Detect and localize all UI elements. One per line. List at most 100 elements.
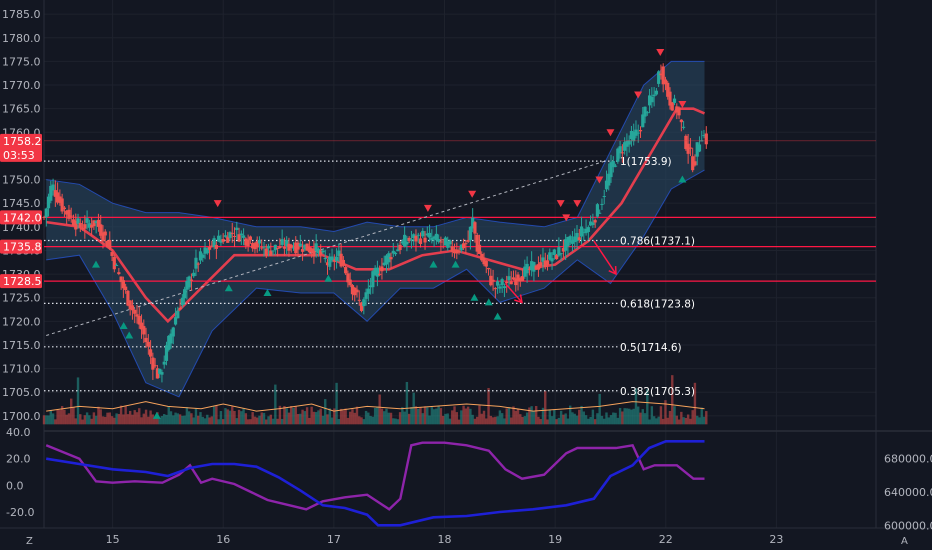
candle-body	[310, 248, 314, 253]
price-tick-label: 1700.0	[2, 410, 41, 423]
candlesticks	[42, 63, 708, 383]
time-tick-label: 17	[327, 533, 341, 546]
volume-bar	[285, 408, 288, 425]
candle-body	[668, 91, 672, 106]
candle-body	[60, 198, 64, 212]
volume-bar	[131, 414, 134, 425]
volume-bar	[448, 418, 452, 425]
volume-bar	[553, 409, 556, 425]
volume-bar	[330, 417, 334, 425]
candle-body	[482, 258, 486, 265]
volume-bar	[187, 411, 191, 425]
volume-bar	[623, 408, 626, 425]
volume-bar	[287, 412, 291, 425]
volume-bar	[328, 408, 331, 425]
candle-body	[255, 241, 259, 248]
volume-bar	[498, 410, 502, 425]
candle-body	[518, 278, 522, 282]
volume-bar	[226, 409, 229, 425]
volume-bar	[691, 410, 694, 425]
candle-body	[205, 248, 209, 254]
volume-bar	[546, 419, 549, 425]
candle-body	[241, 235, 246, 238]
volume-bar	[614, 412, 617, 425]
candle-body	[58, 196, 62, 203]
volume-bar	[183, 415, 186, 425]
auto-scale-icon[interactable]: A	[901, 536, 908, 547]
volume-bar	[641, 409, 644, 425]
volume-bar	[403, 411, 406, 425]
candle-body	[142, 326, 146, 335]
bollinger-fill	[46, 61, 705, 397]
volume-bar	[578, 409, 581, 425]
fib-label: 0.618(1723.8)	[620, 298, 695, 310]
candle-body	[137, 315, 141, 325]
volume-bar	[142, 413, 145, 425]
volume-bar	[249, 419, 252, 425]
volume-bar	[72, 407, 75, 425]
candle-body	[491, 279, 495, 282]
buy-signal-marker	[152, 411, 161, 419]
price-tag-box	[0, 133, 42, 162]
volume-bar	[451, 410, 454, 425]
candle-body	[498, 286, 502, 289]
volume-bar	[140, 417, 143, 425]
volume-bar	[333, 408, 336, 425]
volume-bar	[242, 408, 245, 425]
candle-body	[434, 233, 438, 241]
sell-signal-marker	[562, 214, 571, 222]
volume-bar	[101, 416, 105, 425]
candle-body	[486, 268, 491, 270]
volume-bar	[401, 407, 404, 425]
volume-bar	[516, 408, 520, 425]
candle-body	[149, 349, 153, 357]
volume-bar	[215, 405, 218, 425]
price-tag-label: 1728.5	[3, 275, 42, 288]
candle-body	[92, 220, 96, 227]
volume-bar	[312, 411, 316, 425]
candle-body	[226, 236, 230, 243]
candle-body	[414, 235, 418, 242]
volume-bar	[439, 408, 443, 425]
candle-body	[557, 247, 561, 256]
volume-bar	[646, 389, 649, 425]
price-tick-label: 1785.0	[2, 8, 41, 21]
volume-bar	[544, 391, 547, 425]
price-tag-label: 1758.2	[3, 135, 42, 148]
candle-body	[636, 132, 640, 134]
sell-signal-marker	[556, 200, 565, 208]
volume-bar	[217, 419, 220, 425]
sell-signal-marker	[656, 48, 665, 56]
buy-signal-marker	[92, 260, 100, 268]
volume-bar	[673, 406, 676, 425]
candle-body	[650, 96, 654, 103]
volume-bar	[165, 414, 168, 425]
candle-body	[552, 249, 556, 255]
signal-markers	[92, 48, 687, 419]
volume-bar	[260, 412, 263, 425]
candle-body	[670, 102, 674, 111]
volume-bar	[299, 413, 302, 425]
candle-body	[466, 239, 470, 242]
bollinger-lower	[46, 169, 705, 398]
price-tick-label: 1705.0	[2, 386, 41, 399]
candle-body	[496, 281, 500, 286]
volume-bar	[67, 413, 71, 425]
candle-body	[298, 243, 302, 247]
candle-body	[162, 361, 166, 365]
volume-bar	[113, 417, 116, 425]
volume-bar	[194, 408, 198, 425]
volume-bar	[659, 406, 663, 425]
volume-bar	[582, 411, 586, 425]
timezone-toggle-icon[interactable]: Z	[26, 536, 33, 547]
volume-bar	[589, 417, 592, 425]
volume-bar	[385, 408, 388, 425]
candle-body	[219, 239, 223, 243]
candle-body	[362, 299, 366, 307]
volume-bar	[392, 418, 395, 425]
volume-bar	[128, 410, 132, 425]
volume-bar	[698, 417, 701, 425]
candle-body	[257, 239, 262, 244]
candle-body	[627, 140, 631, 145]
